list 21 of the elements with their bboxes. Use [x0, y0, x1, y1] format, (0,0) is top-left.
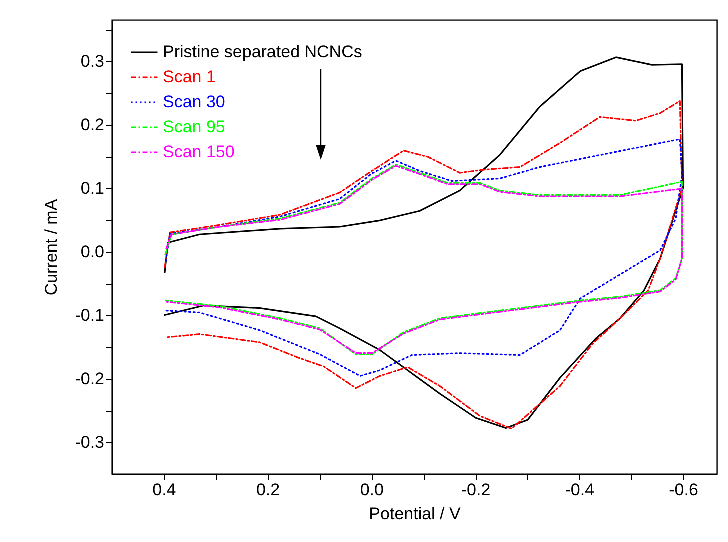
y-tick-label: 0.2	[80, 115, 104, 134]
x-tick-label: -0.2	[461, 480, 491, 500]
y-tick-label: -0.3	[75, 432, 104, 452]
legend-label: Scan 95	[163, 118, 226, 136]
y-tick-label: 0.0	[80, 242, 104, 262]
x-tick-label: 0.4	[152, 480, 176, 500]
y-axis-title: Current / mA	[42, 198, 62, 296]
legend-label: Scan 150	[163, 142, 235, 162]
y-tick-label: 0.1	[80, 178, 104, 198]
y-tick-label: 0.3	[80, 52, 104, 71]
x-tick-label: 0.2	[256, 480, 280, 500]
x-tick-label: -0.6	[669, 480, 698, 500]
x-axis-title: Potential / V	[369, 504, 462, 524]
line-series	[165, 138, 684, 378]
legend-label: Scan 30	[163, 92, 226, 112]
legend-label: Scan 1	[163, 68, 216, 86]
legend-label: Pristine separated NCNCs	[163, 42, 362, 62]
x-tick-label: 0.0	[360, 480, 384, 500]
y-tick-label: -0.2	[75, 369, 104, 388]
y-tick-label: -0.1	[75, 306, 104, 325]
x-tick-label: -0.4	[565, 480, 595, 500]
